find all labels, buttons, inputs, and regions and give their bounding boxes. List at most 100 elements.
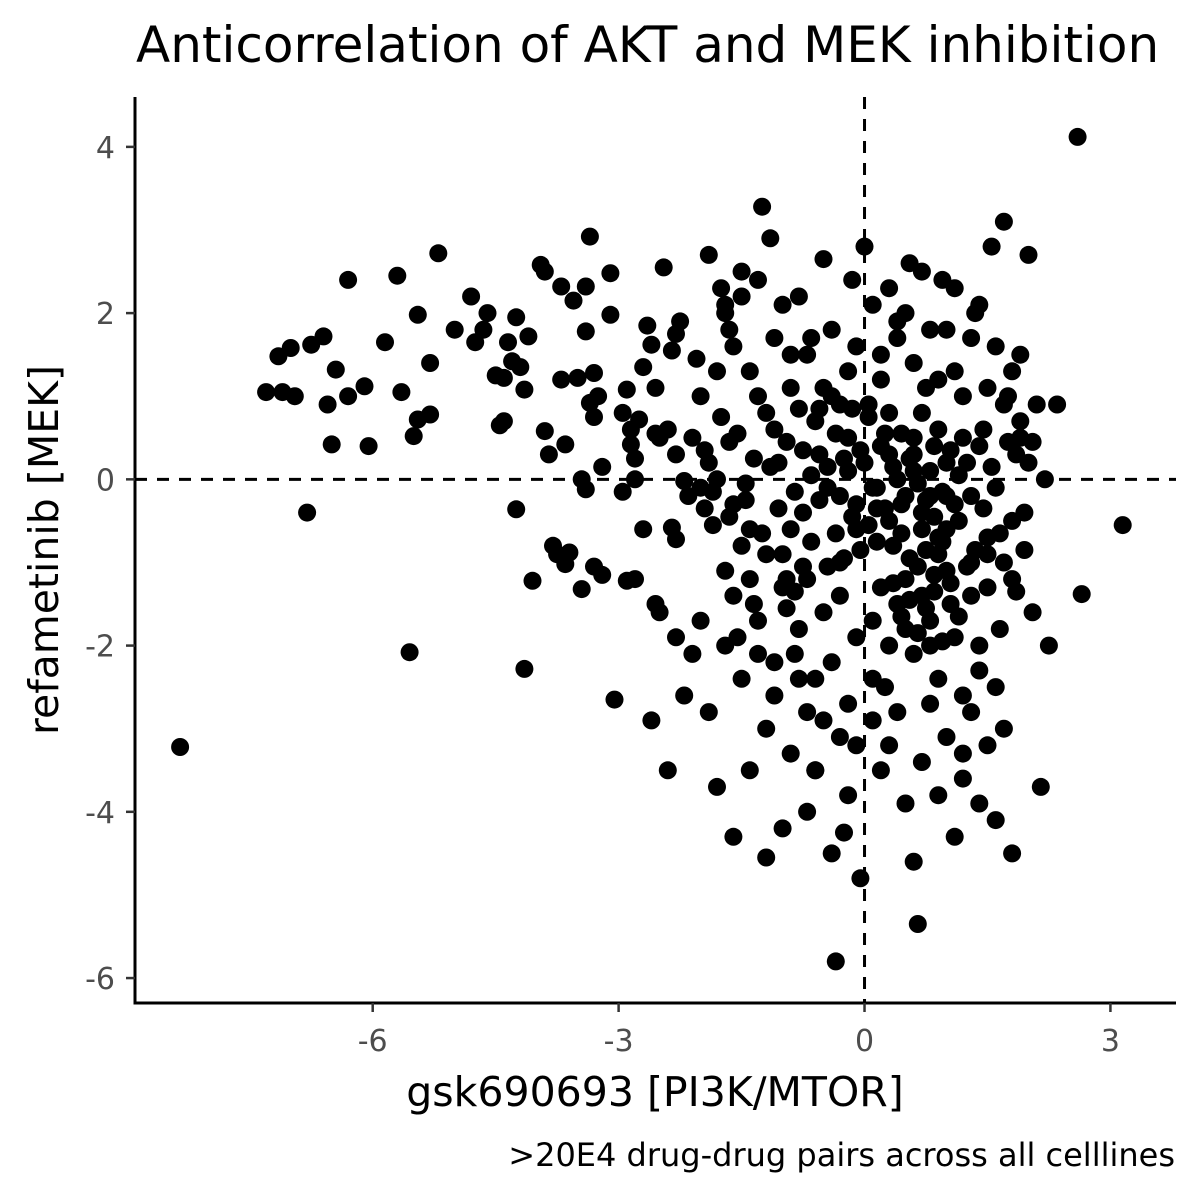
scatter-point bbox=[392, 383, 411, 402]
scatter-point bbox=[769, 499, 788, 518]
scatter-point bbox=[917, 599, 935, 618]
scatter-point bbox=[708, 777, 726, 796]
scatter-point bbox=[917, 541, 935, 559]
scatter-point bbox=[314, 327, 333, 346]
scatter-point bbox=[765, 329, 784, 347]
scatter-point bbox=[626, 449, 644, 468]
scatter-point bbox=[638, 316, 657, 335]
scatter-point bbox=[781, 744, 800, 763]
scatter-point bbox=[1031, 777, 1050, 796]
scatter-point bbox=[970, 295, 989, 314]
scatter-point bbox=[716, 636, 735, 655]
scatter-point bbox=[773, 819, 792, 838]
scatter-point bbox=[908, 915, 927, 933]
scatter-point bbox=[777, 432, 796, 451]
scatter-point bbox=[851, 869, 870, 888]
scatter-point bbox=[667, 530, 685, 549]
scatter-point bbox=[900, 590, 919, 609]
scatter-point bbox=[900, 449, 919, 468]
axes bbox=[126, 97, 1176, 1012]
chart-title: Anticorrelation of AKT and MEK inhibitio… bbox=[136, 16, 1159, 74]
scatter-point bbox=[478, 304, 497, 323]
scatter-point bbox=[421, 354, 440, 372]
scatter-point bbox=[929, 370, 948, 389]
scatter-point bbox=[572, 580, 591, 599]
scatter-point bbox=[1039, 636, 1058, 655]
scatter-point bbox=[912, 262, 931, 281]
scatter-point bbox=[765, 686, 784, 705]
scatter-point bbox=[822, 320, 841, 339]
scatter-point bbox=[593, 565, 612, 584]
y-tick-label: -4 bbox=[85, 796, 115, 831]
scatter-point bbox=[781, 345, 800, 364]
scatter-point bbox=[789, 669, 808, 688]
scatter-point bbox=[400, 643, 419, 662]
scatter-point bbox=[871, 761, 890, 780]
scatter-point bbox=[880, 279, 899, 298]
scatter-point bbox=[908, 557, 927, 576]
scatter-point bbox=[757, 848, 776, 867]
scatter-point bbox=[785, 582, 804, 601]
scatter-point bbox=[650, 603, 669, 622]
scatter-point bbox=[806, 669, 825, 688]
scatter-point bbox=[753, 524, 772, 543]
scatter-point bbox=[863, 611, 882, 630]
points-layer bbox=[171, 127, 1132, 971]
y-axis-label: refametinib [MEK] bbox=[20, 365, 68, 735]
scatter-point bbox=[421, 405, 440, 424]
scatter-point bbox=[740, 570, 759, 589]
scatter-point bbox=[835, 449, 853, 468]
scatter-point bbox=[945, 279, 964, 298]
scatter-point bbox=[507, 500, 526, 519]
scatter-point bbox=[773, 295, 792, 314]
tick-labels: -6 -3 0 3 -6 -4 -2 0 2 4 bbox=[85, 131, 1120, 1059]
scatter-point bbox=[912, 520, 931, 539]
scatter-point bbox=[646, 378, 665, 397]
scatter-point bbox=[621, 435, 640, 454]
scatter-point bbox=[593, 457, 612, 476]
scatter-point bbox=[974, 499, 993, 518]
scatter-point bbox=[859, 516, 878, 535]
scatter-point bbox=[810, 491, 829, 510]
scatter-point bbox=[171, 738, 190, 756]
scatter-point bbox=[576, 480, 595, 499]
scatter-point bbox=[818, 557, 837, 576]
scatter-point bbox=[826, 424, 845, 443]
scatter-point bbox=[339, 387, 358, 406]
scatter-point bbox=[925, 507, 944, 526]
y-tick-label: 2 bbox=[96, 297, 115, 332]
scatter-point bbox=[519, 327, 538, 346]
scatter-point bbox=[671, 312, 690, 331]
scatter-point bbox=[929, 420, 948, 439]
scatter-point bbox=[749, 644, 767, 663]
scatter-point bbox=[580, 227, 599, 246]
scatter-point bbox=[708, 362, 726, 381]
scatter-point bbox=[802, 466, 821, 485]
scatter-point bbox=[876, 424, 894, 443]
scatter-point bbox=[552, 370, 571, 389]
scatter-point bbox=[552, 277, 571, 296]
scatter-point bbox=[880, 636, 899, 655]
scatter-point bbox=[626, 570, 644, 589]
scatter-point bbox=[605, 690, 624, 709]
scatter-point bbox=[539, 445, 558, 464]
scatter-point bbox=[982, 457, 1001, 476]
scatter-point bbox=[642, 335, 661, 354]
scatter-point bbox=[917, 491, 935, 510]
scatter-point bbox=[994, 553, 1013, 572]
scatter-point bbox=[494, 412, 513, 431]
scatter-point bbox=[691, 611, 710, 630]
scatter-point bbox=[970, 437, 989, 456]
scatter-point bbox=[904, 354, 923, 372]
scatter-point bbox=[867, 499, 886, 518]
scatter-point bbox=[376, 333, 394, 352]
scatter-point bbox=[937, 728, 956, 746]
scatter-point bbox=[859, 408, 878, 426]
scatter-point bbox=[912, 403, 931, 422]
scatter-point bbox=[1003, 844, 1022, 863]
scatter-point bbox=[863, 478, 882, 497]
scatter-point bbox=[667, 628, 685, 647]
scatter-point bbox=[1072, 585, 1091, 604]
scatter-point bbox=[511, 358, 530, 377]
